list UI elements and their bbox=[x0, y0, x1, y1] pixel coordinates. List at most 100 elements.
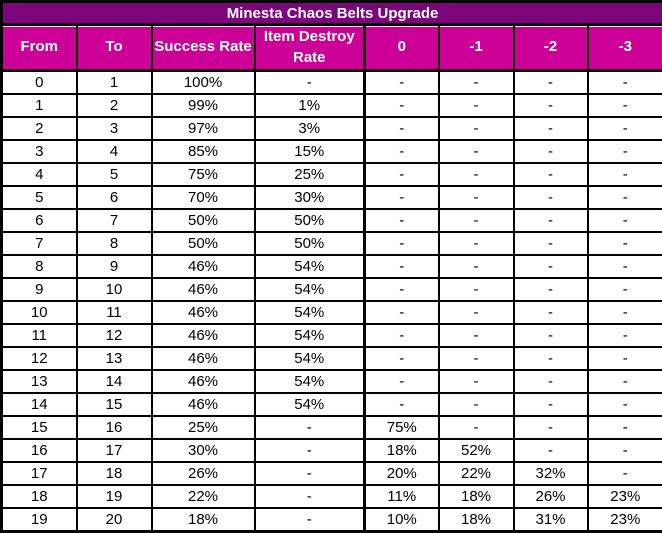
cell: - bbox=[439, 186, 514, 209]
cell: - bbox=[439, 117, 514, 140]
cell: 46% bbox=[152, 370, 255, 393]
cell: 18% bbox=[439, 485, 514, 508]
cell: 54% bbox=[255, 370, 365, 393]
cell: 2 bbox=[2, 117, 77, 140]
cell: 5 bbox=[2, 186, 77, 209]
cell: - bbox=[588, 301, 662, 324]
cell: 46% bbox=[152, 393, 255, 416]
cell: 10 bbox=[77, 278, 152, 301]
cell: 23% bbox=[588, 508, 662, 532]
cell: 8 bbox=[77, 232, 152, 255]
cell: - bbox=[365, 278, 439, 301]
cell: 14 bbox=[77, 370, 152, 393]
cell: 16 bbox=[77, 416, 152, 439]
cell: 85% bbox=[152, 140, 255, 163]
cell: - bbox=[588, 347, 662, 370]
cell: 1% bbox=[255, 94, 365, 117]
cell: 1 bbox=[2, 94, 77, 117]
cell: 54% bbox=[255, 393, 365, 416]
cell: 4 bbox=[77, 140, 152, 163]
cell: 0 bbox=[2, 71, 77, 95]
cell: 8 bbox=[2, 255, 77, 278]
cell: 54% bbox=[255, 324, 365, 347]
cell: 50% bbox=[255, 209, 365, 232]
cell: 54% bbox=[255, 301, 365, 324]
cell: 46% bbox=[152, 301, 255, 324]
cell: - bbox=[365, 209, 439, 232]
cell: - bbox=[514, 140, 588, 163]
cell: 18% bbox=[152, 508, 255, 532]
cell: 31% bbox=[514, 508, 588, 532]
cell: - bbox=[255, 485, 365, 508]
cell: 22% bbox=[439, 462, 514, 485]
cell: - bbox=[365, 324, 439, 347]
cell: - bbox=[588, 71, 662, 95]
cell: - bbox=[588, 416, 662, 439]
cell: - bbox=[365, 140, 439, 163]
cell: - bbox=[439, 347, 514, 370]
cell: - bbox=[588, 278, 662, 301]
cell: - bbox=[439, 94, 514, 117]
cell: 32% bbox=[514, 462, 588, 485]
cell: - bbox=[514, 94, 588, 117]
cell: 75% bbox=[152, 163, 255, 186]
column-header-from: From bbox=[2, 25, 77, 71]
cell: - bbox=[514, 186, 588, 209]
cell: - bbox=[514, 232, 588, 255]
cell: - bbox=[365, 393, 439, 416]
cell: 50% bbox=[152, 232, 255, 255]
cell: 54% bbox=[255, 347, 365, 370]
cell: 11% bbox=[365, 485, 439, 508]
table-title: Minesta Chaos Belts Upgrade bbox=[2, 2, 662, 25]
cell: - bbox=[514, 255, 588, 278]
cell: 25% bbox=[255, 163, 365, 186]
cell: 99% bbox=[152, 94, 255, 117]
cell: - bbox=[514, 324, 588, 347]
cell: 54% bbox=[255, 278, 365, 301]
cell: 11 bbox=[77, 301, 152, 324]
cell: 26% bbox=[514, 485, 588, 508]
cell: - bbox=[365, 71, 439, 95]
cell: 15% bbox=[255, 140, 365, 163]
column-header-0: 0 bbox=[365, 25, 439, 71]
cell: 50% bbox=[152, 209, 255, 232]
cell: 54% bbox=[255, 255, 365, 278]
cell: 10% bbox=[365, 508, 439, 532]
cell: - bbox=[439, 278, 514, 301]
cell: - bbox=[439, 301, 514, 324]
cell: - bbox=[588, 255, 662, 278]
cell: 6 bbox=[2, 209, 77, 232]
cell: - bbox=[365, 117, 439, 140]
title-row: Minesta Chaos Belts Upgrade bbox=[2, 2, 662, 25]
cell: 13 bbox=[2, 370, 77, 393]
column-header-item-destroy-rate: Item Destroy Rate bbox=[255, 25, 365, 71]
cell: 22% bbox=[152, 485, 255, 508]
cell: - bbox=[255, 439, 365, 462]
cell: 18 bbox=[2, 485, 77, 508]
cell: 15 bbox=[2, 416, 77, 439]
cell: 20% bbox=[365, 462, 439, 485]
cell: - bbox=[365, 232, 439, 255]
column-header-1: -1 bbox=[439, 25, 514, 71]
cell: 3 bbox=[2, 140, 77, 163]
cell: - bbox=[439, 140, 514, 163]
column-header-success-rate: Success Rate bbox=[152, 25, 255, 71]
cell: 20 bbox=[77, 508, 152, 532]
cell: 30% bbox=[152, 439, 255, 462]
cell: 75% bbox=[365, 416, 439, 439]
cell: - bbox=[365, 347, 439, 370]
cell: 12 bbox=[77, 324, 152, 347]
cell: 3% bbox=[255, 117, 365, 140]
